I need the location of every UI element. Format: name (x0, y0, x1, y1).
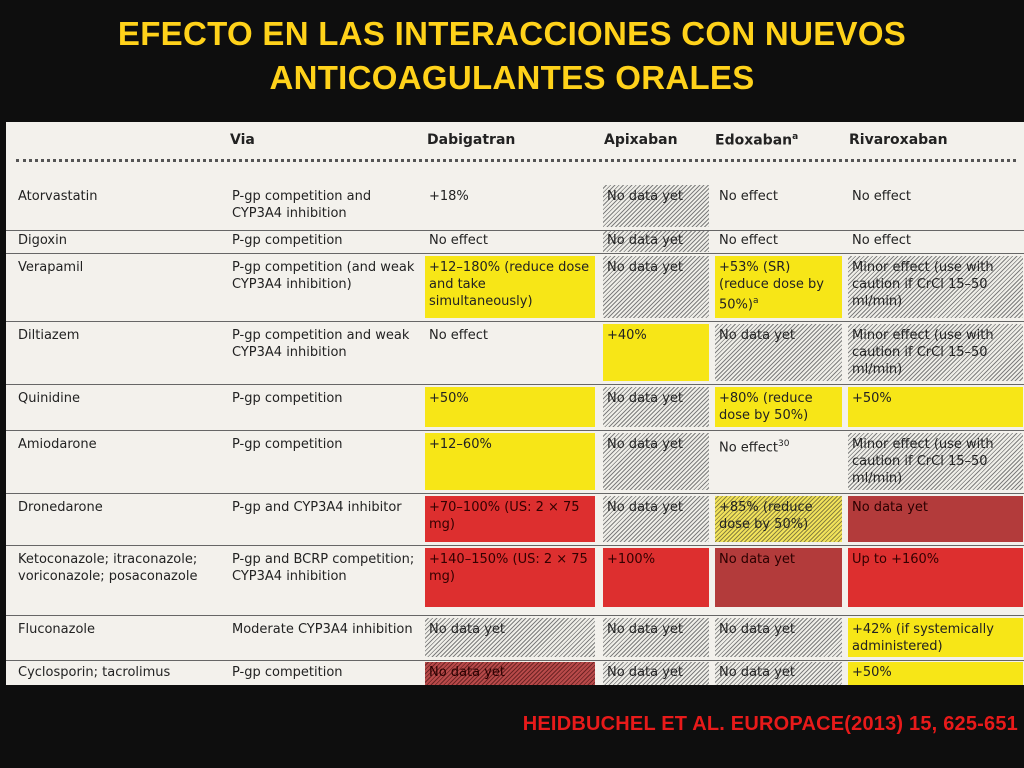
edoxaban-effect: No effect (719, 189, 779, 204)
apixaban-effect: No data yet (603, 231, 709, 252)
mechanism: P-gp and BCRP competition; CYP3A4 inhibi… (232, 552, 415, 584)
apixaban-effect: No data yet (603, 387, 709, 427)
table-row: Fluconazole Moderate CYP3A4 inhibition N… (6, 615, 1024, 660)
slide-title-line-1: EFECTO EN LAS INTERACCIONES CON NUEVOS (117, 15, 907, 52)
table-row: Quinidine P-gp competition +50% No data … (6, 384, 1024, 430)
edoxaban-effect: +53% (SR) (reduce dose by 50%)a (715, 256, 842, 318)
edoxaban-effect: No data yet (715, 548, 842, 607)
dabigatran-effect: +18% (429, 189, 469, 204)
apixaban-effect: No data yet (603, 185, 709, 227)
apixaban-effect: No data yet (603, 662, 709, 685)
dabigatran-effect: +12–60% (425, 433, 595, 490)
drug-name: Fluconazole (18, 622, 96, 637)
dabigatran-effect: No data yet (425, 618, 595, 657)
apixaban-effect: +40% (603, 324, 709, 381)
table-row: Atorvastatin P-gp competition and CYP3A4… (6, 182, 1024, 230)
dabigatran-effect: +12–180% (reduce dose and take simultane… (425, 256, 595, 318)
mechanism: P-gp and CYP3A4 inhibitor (232, 500, 402, 515)
mechanism: P-gp competition and weak CYP3A4 inhibit… (232, 328, 410, 360)
mechanism: P-gp competition (and weak CYP3A4 inhibi… (232, 260, 415, 292)
drug-name: Ketoconazole; itraconazole; voriconazole… (18, 552, 198, 584)
apixaban-effect: No data yet (603, 496, 709, 542)
row-divider (6, 384, 1024, 385)
rivaroxaban-effect: No effect (852, 233, 912, 248)
mechanism: Moderate CYP3A4 inhibition (232, 622, 413, 637)
apixaban-effect: No data yet (603, 433, 709, 490)
mechanism: P-gp competition and CYP3A4 inhibition (232, 189, 372, 221)
edoxaban-effect: No data yet (715, 618, 842, 657)
header-via: Via (230, 132, 255, 148)
header-edoxaban-footnote: a (792, 132, 799, 142)
rivaroxaban-effect: +50% (848, 387, 1023, 427)
drug-name: Dronedarone (18, 500, 103, 515)
edoxaban-effect: No data yet (715, 324, 842, 381)
header-edoxaban-label: Edoxaban (715, 132, 793, 149)
rivaroxaban-effect: Minor effect (use with caution if CrCl 1… (848, 256, 1023, 318)
table-row: Cyclosporin; tacrolimus P-gp competition… (6, 660, 1024, 685)
interaction-table: Via Dabigatran Apixaban Edoxabana Rivaro… (6, 122, 1024, 685)
edoxaban-footnote: a (752, 296, 759, 306)
edoxaban-effect-text: +53% (SR) (reduce dose by 50%) (719, 260, 824, 313)
rivaroxaban-effect: Minor effect (use with caution if CrCl 1… (848, 324, 1023, 381)
row-divider (6, 230, 1024, 231)
drug-name: Atorvastatin (18, 189, 98, 204)
header-edoxaban: Edoxabana (715, 132, 798, 149)
header-divider (16, 159, 1016, 162)
table-row: Ketoconazole; itraconazole; voriconazole… (6, 545, 1024, 615)
slide-title: EFECTO EN LAS INTERACCIONES CON NUEVOS A… (0, 12, 1024, 100)
edoxaban-effect: No data yet (715, 662, 842, 685)
mechanism: P-gp competition (232, 391, 343, 406)
row-divider (6, 615, 1024, 616)
header-dabigatran: Dabigatran (427, 132, 516, 148)
edoxaban-effect: No effect30 (715, 433, 842, 490)
row-divider (6, 253, 1024, 254)
dabigatran-effect: No effect (429, 233, 489, 248)
edoxaban-effect: No effect (719, 233, 779, 248)
row-divider (6, 430, 1024, 431)
rivaroxaban-effect: +50% (848, 662, 1023, 685)
header-apixaban: Apixaban (604, 132, 678, 148)
drug-name: Diltiazem (18, 328, 80, 343)
rivaroxaban-effect: Minor effect (use with caution if CrCl 1… (848, 433, 1023, 490)
citation: HEIDBUCHEL ET AL. EUROPACE(2013) 15, 625… (522, 713, 1018, 735)
row-divider (6, 545, 1024, 546)
mechanism: P-gp competition (232, 437, 343, 452)
slide-title-line-2: ANTICOAGULANTES ORALES (269, 59, 755, 96)
row-divider (6, 493, 1024, 494)
dabigatran-effect: No data yet (425, 662, 595, 685)
row-divider (6, 660, 1024, 661)
edoxaban-reference: 30 (778, 439, 790, 449)
drug-name: Verapamil (18, 260, 84, 275)
apixaban-effect: No data yet (603, 618, 709, 657)
edoxaban-effect-text: No effect (719, 440, 779, 456)
drug-name: Amiodarone (18, 437, 97, 452)
rivaroxaban-effect: No effect (852, 189, 912, 204)
drug-name: Quinidine (18, 391, 81, 406)
rivaroxaban-effect: Up to +160% (848, 548, 1023, 607)
mechanism: P-gp competition (232, 665, 343, 680)
mechanism: P-gp competition (232, 233, 343, 248)
table-row: Digoxin P-gp competition No effect No da… (6, 230, 1024, 253)
apixaban-effect: +100% (603, 548, 709, 607)
dabigatran-effect: +70–100% (US: 2 × 75 mg) (425, 496, 595, 542)
edoxaban-effect: +80% (reduce dose by 50%) (715, 387, 842, 427)
rivaroxaban-effect: No data yet (848, 496, 1023, 542)
dabigatran-effect: +50% (425, 387, 595, 427)
rivaroxaban-effect: +42% (if systemically administered) (848, 618, 1023, 657)
apixaban-effect: No data yet (603, 256, 709, 318)
table-row: Dronedarone P-gp and CYP3A4 inhibitor +7… (6, 493, 1024, 545)
table-row: Diltiazem P-gp competition and weak CYP3… (6, 321, 1024, 384)
edoxaban-effect: +85% (reduce dose by 50%) (715, 496, 842, 542)
drug-name: Cyclosporin; tacrolimus (18, 665, 171, 680)
header-rivaroxaban: Rivaroxaban (849, 132, 948, 148)
dabigatran-effect: +140–150% (US: 2 × 75 mg) (425, 548, 595, 607)
row-divider (6, 321, 1024, 322)
dabigatran-effect: No effect (429, 328, 489, 343)
drug-name: Digoxin (18, 233, 67, 248)
table-row: Amiodarone P-gp competition +12–60% No d… (6, 430, 1024, 493)
table-row: Verapamil P-gp competition (and weak CYP… (6, 253, 1024, 321)
